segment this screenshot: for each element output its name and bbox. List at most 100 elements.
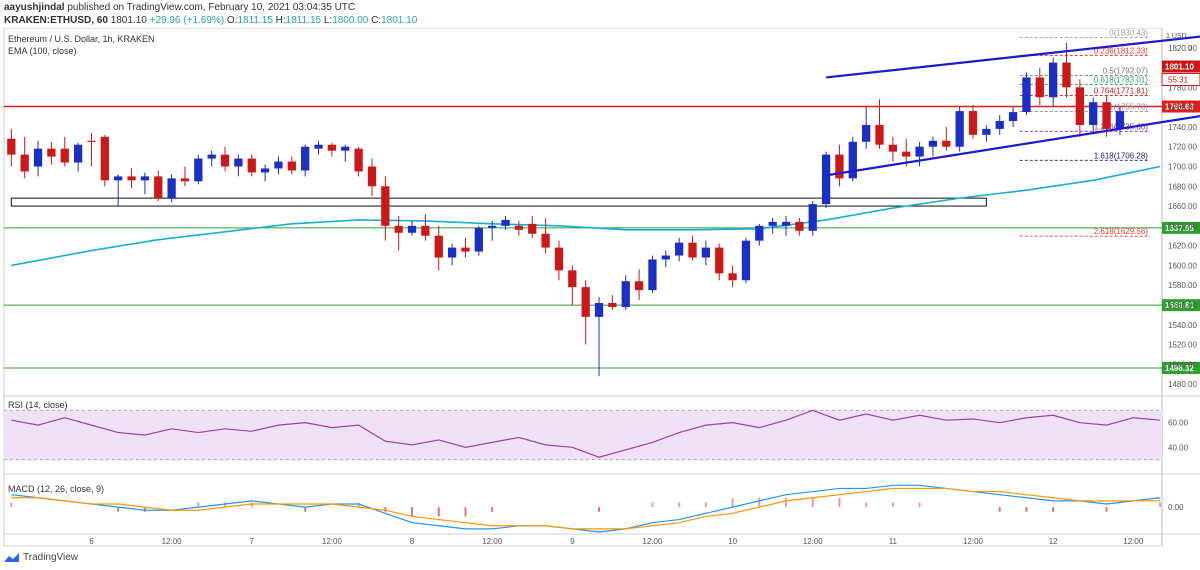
price-tick-label: 1520.00	[1168, 341, 1197, 350]
candle-body	[688, 242, 697, 258]
ascending-channel	[825, 35, 1200, 177]
level-label-bg	[1162, 100, 1200, 113]
time-tick-label: 10	[728, 537, 737, 546]
time-tick-label: 6	[89, 537, 94, 546]
rsi-line	[11, 409, 1161, 458]
candle-body	[194, 158, 203, 182]
time-tick-label: 12:00	[1123, 537, 1144, 546]
candle-body	[154, 176, 163, 199]
price-tick-label: 1580.00	[1168, 281, 1197, 290]
author-name[interactable]: aayushjindal	[4, 2, 65, 13]
published-text: published on TradingView.com, February 1…	[67, 2, 356, 13]
candle-body	[1075, 87, 1085, 125]
candle-body	[287, 161, 296, 171]
candle-body	[781, 221, 791, 226]
level-label-bg	[1162, 221, 1200, 234]
candle-body	[488, 225, 497, 228]
price-axis[interactable]: 1480.00 1500.00 1520.00 1540.00 1560.00 1580.…	[1161, 44, 1200, 389]
change-value: +29.96 (+1.69%)	[149, 15, 225, 26]
candle-body	[634, 281, 644, 291]
price-tick-label: 1660.00	[1168, 202, 1197, 211]
symbol-label: KRAKEN:ETHUSD, 60	[4, 15, 108, 26]
price-value: 1801.10	[110, 15, 147, 26]
fib-label: 2.618(1629.56)	[1094, 227, 1149, 236]
candle-body	[581, 287, 590, 317]
candle-body	[7, 138, 16, 155]
candle-body	[528, 223, 537, 234]
rsi-tick-label: 40.00	[1168, 443, 1189, 452]
candle-body	[715, 247, 724, 274]
time-tick-label: 12:00	[963, 537, 984, 546]
candle-body	[648, 259, 657, 291]
time-tick-label: 11	[889, 537, 898, 546]
candle-body	[114, 176, 123, 181]
brand-label: TradingView	[23, 552, 79, 563]
candle-body	[968, 111, 978, 135]
candle-body	[848, 141, 857, 179]
candle-body	[902, 151, 911, 157]
candle-body	[220, 154, 230, 167]
candle-body	[260, 168, 270, 173]
demand-zone	[10, 197, 987, 207]
fib-label: 1(1755.70)	[1109, 102, 1148, 111]
current-price-label: 1801.10	[1165, 62, 1194, 71]
fib-label: 1.618(1706.28)	[1094, 151, 1149, 160]
candle-body	[87, 140, 96, 142]
candle-body	[394, 225, 403, 233]
candle-body	[341, 146, 350, 151]
candle-body	[808, 204, 817, 231]
candle-body	[701, 247, 711, 258]
price-tick-label: 1620.00	[1168, 242, 1197, 251]
open-label: O:	[226, 15, 238, 26]
chart-area[interactable]: 1760.63 1637.95 1559.81 1496.32 0(1830.43) 0…	[0, 28, 1200, 550]
candle-body	[33, 148, 43, 167]
price-tick-label: 1740.00	[1168, 123, 1197, 132]
level-label-bg	[1162, 361, 1200, 374]
time-axis[interactable]: 6 12:00 7 12:00 8 12:00 9 12:00 10 12:00 11 12:00 12…	[89, 537, 1144, 546]
high-label: H:	[275, 15, 286, 26]
time-tick-label: 12:00	[482, 537, 503, 546]
price-tick-label: 1500.00	[1168, 360, 1197, 369]
fib-label: 0.236(1812.33)	[1094, 46, 1149, 55]
candles	[7, 42, 1125, 377]
candle-body	[421, 225, 430, 236]
candle-body	[381, 186, 390, 226]
candle-body	[247, 158, 256, 173]
tradingview-brand[interactable]: TradingView	[4, 552, 78, 563]
candle-body	[434, 235, 443, 258]
candle-body	[180, 178, 190, 182]
candle-body	[755, 225, 764, 241]
price-tick-label: 1720.00	[1168, 143, 1197, 152]
macd-tick-label: 0.00	[1168, 503, 1184, 512]
candle-body	[741, 240, 751, 281]
rsi-tick-label: 60.00	[1168, 419, 1189, 428]
level-label-bg	[1162, 299, 1200, 312]
candle-body	[474, 227, 483, 252]
candle-body	[955, 111, 964, 147]
candle-body	[1062, 62, 1071, 88]
candle-body	[1115, 111, 1125, 129]
demand-zone-rect	[10, 197, 987, 207]
fib-label: 0.5(1792.07)	[1103, 66, 1149, 75]
time-tick-label: 12:00	[162, 537, 183, 546]
current-price-tag	[1162, 60, 1200, 73]
candle-body	[768, 221, 777, 226]
candle-body	[568, 270, 577, 288]
candle-body	[995, 120, 1004, 129]
low-label: L:	[323, 15, 333, 26]
header-bar: aayushjindal published on TradingView.co…	[0, 0, 1200, 28]
candle-body	[875, 124, 884, 145]
candle-body	[127, 176, 136, 181]
candle-body	[594, 302, 604, 317]
candle-body	[982, 128, 991, 135]
time-tick-label: 12:00	[803, 537, 824, 546]
candle-body	[327, 144, 337, 151]
price-tick-label: 1600.00	[1168, 261, 1197, 270]
horizontal-levels: 1760.63 1637.95 1559.81 1496.32	[4, 100, 1200, 374]
tradingview-logo-icon	[4, 552, 19, 562]
fib-label: 0(1830.43)	[1109, 28, 1148, 37]
candle-body	[621, 281, 630, 307]
signal-line	[11, 487, 1160, 530]
countdown-label: 55:31	[1168, 75, 1189, 84]
candle-body	[1049, 62, 1058, 98]
